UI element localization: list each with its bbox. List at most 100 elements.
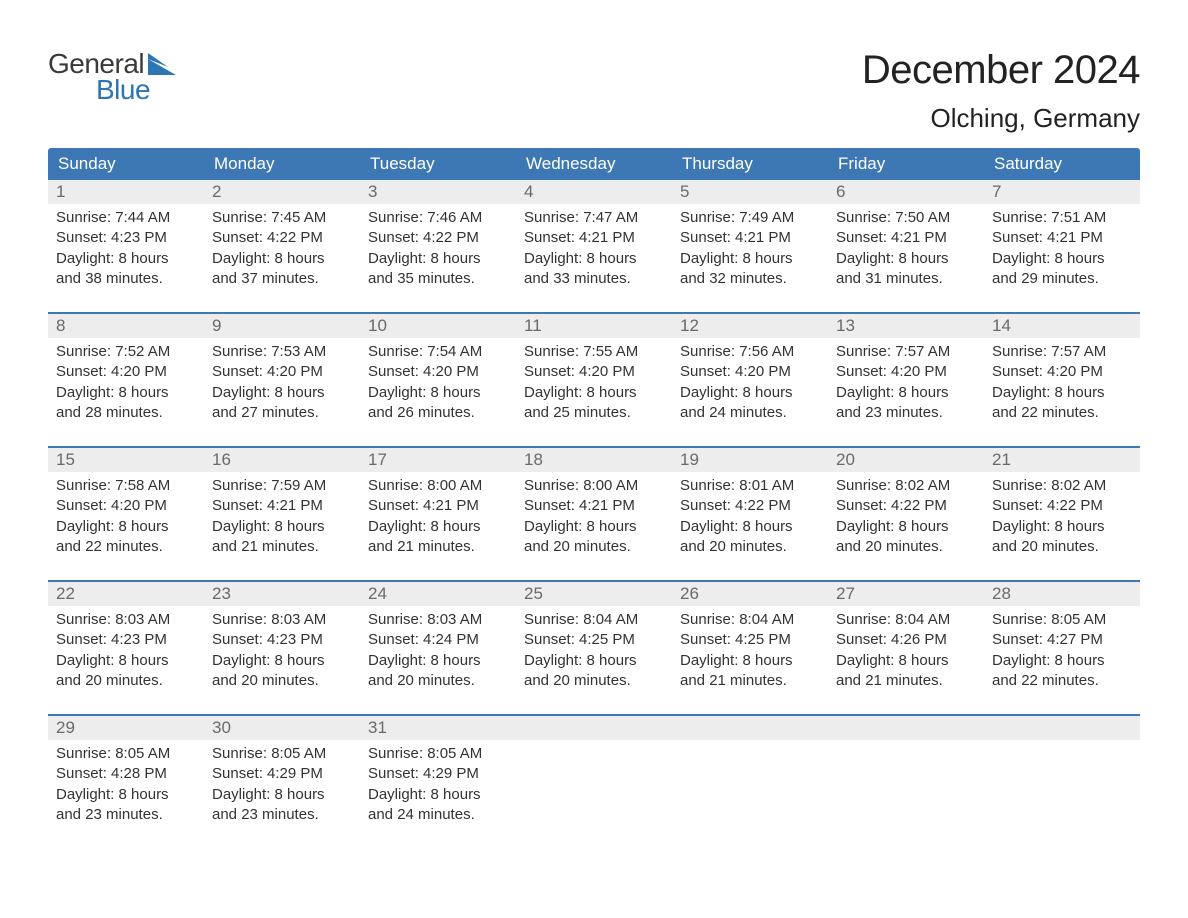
cell-body: Sunrise: 8:04 AMSunset: 4:26 PMDaylight:… xyxy=(828,606,984,699)
cell-body: Sunrise: 7:57 AMSunset: 4:20 PMDaylight:… xyxy=(828,338,984,431)
sunset-line: Sunset: 4:20 PM xyxy=(836,362,976,382)
calendar-cell xyxy=(984,716,1140,834)
cell-body: Sunrise: 7:57 AMSunset: 4:20 PMDaylight:… xyxy=(984,338,1140,431)
calendar-cell: 8Sunrise: 7:52 AMSunset: 4:20 PMDaylight… xyxy=(48,314,204,432)
day-number: 14 xyxy=(992,316,1011,335)
day-number: 26 xyxy=(680,584,699,603)
sunset-line: Sunset: 4:28 PM xyxy=(56,764,196,784)
cell-body: Sunrise: 8:03 AMSunset: 4:23 PMDaylight:… xyxy=(48,606,204,699)
day-number: 1 xyxy=(56,182,65,201)
cell-body: Sunrise: 8:03 AMSunset: 4:24 PMDaylight:… xyxy=(360,606,516,699)
sunset-line: Sunset: 4:23 PM xyxy=(56,630,196,650)
day1-line: Daylight: 8 hours xyxy=(56,651,196,671)
calendar-cell: 15Sunrise: 7:58 AMSunset: 4:20 PMDayligh… xyxy=(48,448,204,566)
cell-body: Sunrise: 7:55 AMSunset: 4:20 PMDaylight:… xyxy=(516,338,672,431)
sunset-line: Sunset: 4:21 PM xyxy=(368,496,508,516)
cell-body: Sunrise: 7:47 AMSunset: 4:21 PMDaylight:… xyxy=(516,204,672,297)
day1-line: Daylight: 8 hours xyxy=(212,383,352,403)
day1-line: Daylight: 8 hours xyxy=(56,383,196,403)
calendar-cell: 26Sunrise: 8:04 AMSunset: 4:25 PMDayligh… xyxy=(672,582,828,700)
cell-body: Sunrise: 8:05 AMSunset: 4:29 PMDaylight:… xyxy=(360,740,516,833)
sunset-line: Sunset: 4:25 PM xyxy=(524,630,664,650)
sunrise-line: Sunrise: 7:54 AM xyxy=(368,342,508,362)
daynum-row: 17 xyxy=(360,448,516,472)
sunset-line: Sunset: 4:22 PM xyxy=(836,496,976,516)
day2-line: and 33 minutes. xyxy=(524,269,664,289)
cell-body: Sunrise: 7:44 AMSunset: 4:23 PMDaylight:… xyxy=(48,204,204,297)
day1-line: Daylight: 8 hours xyxy=(524,651,664,671)
day2-line: and 32 minutes. xyxy=(680,269,820,289)
week-row: 29Sunrise: 8:05 AMSunset: 4:28 PMDayligh… xyxy=(48,714,1140,834)
sunrise-line: Sunrise: 8:02 AM xyxy=(992,476,1132,496)
day1-line: Daylight: 8 hours xyxy=(836,651,976,671)
cell-body: Sunrise: 8:05 AMSunset: 4:29 PMDaylight:… xyxy=(204,740,360,833)
day-number: 9 xyxy=(212,316,221,335)
sunset-line: Sunset: 4:20 PM xyxy=(524,362,664,382)
sunrise-line: Sunrise: 7:50 AM xyxy=(836,208,976,228)
day2-line: and 20 minutes. xyxy=(524,671,664,691)
day1-line: Daylight: 8 hours xyxy=(680,517,820,537)
daynum-row: 23 xyxy=(204,582,360,606)
day-number: 31 xyxy=(368,718,387,737)
calendar-cell xyxy=(828,716,984,834)
daynum-row: 26 xyxy=(672,582,828,606)
daynum-row: 21 xyxy=(984,448,1140,472)
cell-body: Sunrise: 7:46 AMSunset: 4:22 PMDaylight:… xyxy=(360,204,516,297)
calendar-cell: 6Sunrise: 7:50 AMSunset: 4:21 PMDaylight… xyxy=(828,180,984,298)
sunrise-line: Sunrise: 7:47 AM xyxy=(524,208,664,228)
daynum-row xyxy=(672,716,828,740)
sunrise-line: Sunrise: 7:45 AM xyxy=(212,208,352,228)
daynum-row: 10 xyxy=(360,314,516,338)
day2-line: and 20 minutes. xyxy=(992,537,1132,557)
cell-body: Sunrise: 8:05 AMSunset: 4:27 PMDaylight:… xyxy=(984,606,1140,699)
day2-line: and 38 minutes. xyxy=(56,269,196,289)
daynum-row: 6 xyxy=(828,180,984,204)
day2-line: and 23 minutes. xyxy=(212,805,352,825)
day-number: 12 xyxy=(680,316,699,335)
sunset-line: Sunset: 4:20 PM xyxy=(56,362,196,382)
calendar-cell: 2Sunrise: 7:45 AMSunset: 4:22 PMDaylight… xyxy=(204,180,360,298)
day-number: 20 xyxy=(836,450,855,469)
day2-line: and 21 minutes. xyxy=(680,671,820,691)
calendar-cell: 25Sunrise: 8:04 AMSunset: 4:25 PMDayligh… xyxy=(516,582,672,700)
sunrise-line: Sunrise: 8:01 AM xyxy=(680,476,820,496)
sunrise-line: Sunrise: 7:58 AM xyxy=(56,476,196,496)
daynum-row: 11 xyxy=(516,314,672,338)
sunset-line: Sunset: 4:23 PM xyxy=(212,630,352,650)
day-number: 11 xyxy=(524,316,542,335)
day2-line: and 29 minutes. xyxy=(992,269,1132,289)
day-number: 13 xyxy=(836,316,855,335)
daynum-row: 8 xyxy=(48,314,204,338)
day-number: 21 xyxy=(992,450,1011,469)
day2-line: and 25 minutes. xyxy=(524,403,664,423)
daynum-row: 4 xyxy=(516,180,672,204)
day2-line: and 21 minutes. xyxy=(368,537,508,557)
calendar-cell: 12Sunrise: 7:56 AMSunset: 4:20 PMDayligh… xyxy=(672,314,828,432)
day2-line: and 35 minutes. xyxy=(368,269,508,289)
day1-line: Daylight: 8 hours xyxy=(212,517,352,537)
cell-body: Sunrise: 8:00 AMSunset: 4:21 PMDaylight:… xyxy=(516,472,672,565)
sunset-line: Sunset: 4:25 PM xyxy=(680,630,820,650)
sunset-line: Sunset: 4:29 PM xyxy=(212,764,352,784)
day-number: 22 xyxy=(56,584,75,603)
daynum-row: 30 xyxy=(204,716,360,740)
cell-body: Sunrise: 8:02 AMSunset: 4:22 PMDaylight:… xyxy=(984,472,1140,565)
calendar-cell: 9Sunrise: 7:53 AMSunset: 4:20 PMDaylight… xyxy=(204,314,360,432)
calendar-cell: 31 Sunrise: 8:05 AMSunset: 4:29 PMDayligh… xyxy=(360,716,516,834)
day2-line: and 21 minutes. xyxy=(212,537,352,557)
day-number: 2 xyxy=(212,182,221,201)
day2-line: and 24 minutes. xyxy=(368,805,508,825)
sunset-line: Sunset: 4:21 PM xyxy=(992,228,1132,248)
cell-body: Sunrise: 8:01 AMSunset: 4:22 PMDaylight:… xyxy=(672,472,828,565)
sunset-line: Sunset: 4:21 PM xyxy=(524,496,664,516)
sunset-line: Sunset: 4:21 PM xyxy=(680,228,820,248)
day1-line: Daylight: 8 hours xyxy=(836,517,976,537)
day2-line: and 20 minutes. xyxy=(368,671,508,691)
calendar-cell: 19Sunrise: 8:01 AMSunset: 4:22 PMDayligh… xyxy=(672,448,828,566)
calendar-cell: 1 Sunrise: 7:44 AMSunset: 4:23 PMDaylight… xyxy=(48,180,204,298)
sunrise-line: Sunrise: 8:03 AM xyxy=(212,610,352,630)
day2-line: and 20 minutes. xyxy=(524,537,664,557)
daynum-row: 3 xyxy=(360,180,516,204)
calendar-cell: 5Sunrise: 7:49 AMSunset: 4:21 PMDaylight… xyxy=(672,180,828,298)
week-row: 1 Sunrise: 7:44 AMSunset: 4:23 PMDaylight… xyxy=(48,180,1140,298)
